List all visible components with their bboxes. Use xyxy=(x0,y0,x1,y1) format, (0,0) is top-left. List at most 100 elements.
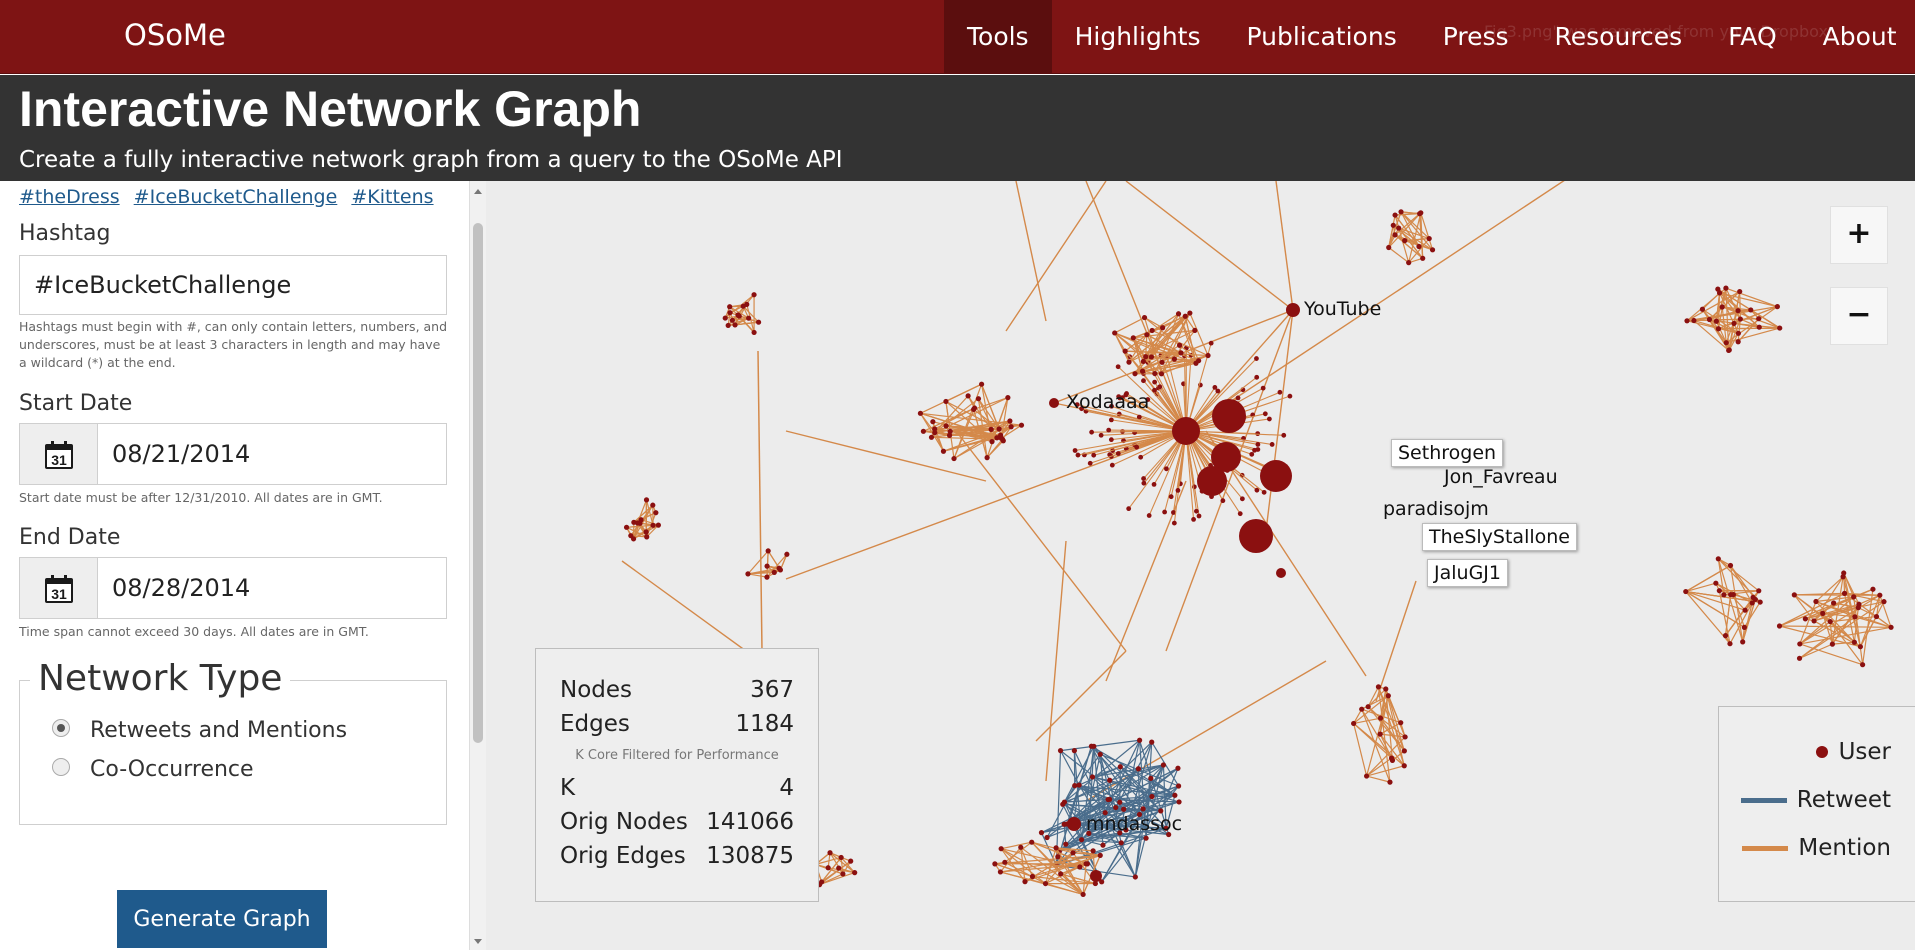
radio-button[interactable] xyxy=(52,758,70,776)
zoom-in-button[interactable]: + xyxy=(1830,206,1888,264)
scroll-up-arrow[interactable] xyxy=(474,189,482,194)
hashtag-label: Hashtag xyxy=(19,221,111,246)
hashtag-input[interactable]: #IceBucketChallenge xyxy=(19,255,447,315)
graph-node xyxy=(1212,384,1218,390)
start-date-help: Start date must be after 12/31/2010. All… xyxy=(19,490,383,505)
graph-node xyxy=(1130,335,1136,341)
graph-edge xyxy=(1799,596,1855,645)
graph-node xyxy=(1108,417,1114,423)
graph-edge xyxy=(994,863,1033,878)
radio-button-checked[interactable] xyxy=(52,719,70,737)
graph-node xyxy=(1420,255,1426,261)
graph-node xyxy=(1136,811,1143,818)
zoom-out-button[interactable]: − xyxy=(1830,287,1888,345)
graph-node xyxy=(655,522,661,528)
graph-node xyxy=(1691,317,1697,324)
nav-tools[interactable]: Tools xyxy=(944,0,1052,74)
graph-node xyxy=(729,317,736,323)
graph-node xyxy=(932,426,938,432)
graph-edge xyxy=(630,535,647,538)
graph-edge xyxy=(1046,823,1065,838)
example-link-icebucketchallenge[interactable]: #IceBucketChallenge xyxy=(133,186,338,208)
nav-faq[interactable]: FAQ xyxy=(1728,22,1777,51)
graph-edge xyxy=(1361,708,1391,783)
graph-edge xyxy=(1059,810,1161,853)
graph-edge xyxy=(1055,847,1084,895)
graph-edge xyxy=(1088,807,1117,834)
graph-edge xyxy=(1377,686,1405,766)
graph-node xyxy=(1097,751,1103,757)
nav-publications[interactable]: Publications xyxy=(1246,22,1397,51)
graph-node xyxy=(1269,442,1275,447)
start-calendar-button[interactable]: 31 xyxy=(20,424,98,484)
radio-co-occurrence[interactable]: Co-Occurrence xyxy=(52,757,254,782)
graph-node xyxy=(1277,389,1283,395)
nav-resources[interactable]: Resources xyxy=(1554,22,1683,51)
graph-node xyxy=(819,879,825,885)
graph-edge xyxy=(1119,801,1140,815)
graph-node xyxy=(1055,854,1061,860)
graph-node xyxy=(1113,804,1119,811)
example-link-thedress[interactable]: #theDress xyxy=(19,186,120,208)
example-link-kittens[interactable]: #Kittens xyxy=(351,186,434,208)
calendar-icon: 31 xyxy=(45,441,73,469)
nav-about[interactable]: About xyxy=(1822,22,1897,51)
graph-node xyxy=(1713,318,1719,324)
graph-edge xyxy=(945,383,982,402)
graph-node xyxy=(1791,592,1797,598)
graph-edge xyxy=(1085,181,1187,432)
graph-edge xyxy=(829,852,856,874)
graph-node xyxy=(1102,810,1108,816)
graph-edge xyxy=(1004,841,1033,863)
graph-node xyxy=(1426,235,1432,242)
graph-edge xyxy=(1718,327,1780,330)
graph-node xyxy=(1138,454,1144,460)
graph-node xyxy=(1115,451,1121,456)
sidebar-scrollbar[interactable] xyxy=(469,181,486,950)
graph-edge xyxy=(1143,352,1182,362)
graph-node xyxy=(1126,359,1132,365)
graph-edge xyxy=(1088,813,1140,834)
network-graph[interactable]: YouTube Xodaaaa Sethrogen Jon_Favreau pa… xyxy=(486,181,1915,950)
graph-edge xyxy=(1398,227,1430,240)
start-date-input[interactable]: 08/21/2014 xyxy=(112,440,251,468)
scroll-thumb[interactable] xyxy=(473,223,483,743)
end-calendar-button[interactable]: 31 xyxy=(20,558,98,618)
nav-press[interactable]: Press xyxy=(1442,22,1509,51)
graph-node xyxy=(1389,757,1396,763)
graph-edge xyxy=(931,436,1003,440)
graph-node xyxy=(1735,330,1741,336)
radio-retweets-mentions[interactable]: Retweets and Mentions xyxy=(52,718,347,743)
graph-node xyxy=(1715,556,1721,562)
graph-edge xyxy=(1090,745,1167,829)
graph-edge xyxy=(1829,621,1833,645)
graph-edge xyxy=(727,317,749,326)
graph-node xyxy=(1091,743,1097,749)
graph-node xyxy=(1716,588,1722,594)
graph-edge xyxy=(633,504,654,523)
graph-edge xyxy=(1388,214,1396,248)
network-graph-canvas[interactable] xyxy=(486,181,1915,950)
graph-node xyxy=(848,858,854,864)
graph-node xyxy=(1075,452,1081,458)
graph-node xyxy=(1401,763,1407,769)
graph-edge xyxy=(1805,596,1854,620)
graph-node xyxy=(1254,374,1260,380)
graph-node xyxy=(1392,232,1398,238)
graph-edge xyxy=(1119,766,1153,797)
graph-edge xyxy=(953,426,1012,460)
graph-node xyxy=(1402,238,1408,244)
graph-edge xyxy=(1685,590,1746,611)
graph-node xyxy=(836,865,842,871)
generate-graph-button[interactable]: Generate Graph xyxy=(117,890,327,948)
graph-node xyxy=(1205,352,1211,359)
graph-edge xyxy=(1133,329,1195,339)
scroll-down-arrow[interactable] xyxy=(474,939,482,944)
hashtag-help: Hashtags must begin with #, can only con… xyxy=(19,319,448,370)
graph-node xyxy=(1018,844,1024,850)
graph-edge xyxy=(1185,181,1565,432)
nav-highlights[interactable]: Highlights xyxy=(1074,22,1201,51)
end-date-input[interactable]: 08/28/2014 xyxy=(112,574,251,602)
graph-node xyxy=(1116,394,1122,400)
brand-logo[interactable]: OSoMe xyxy=(124,18,226,52)
